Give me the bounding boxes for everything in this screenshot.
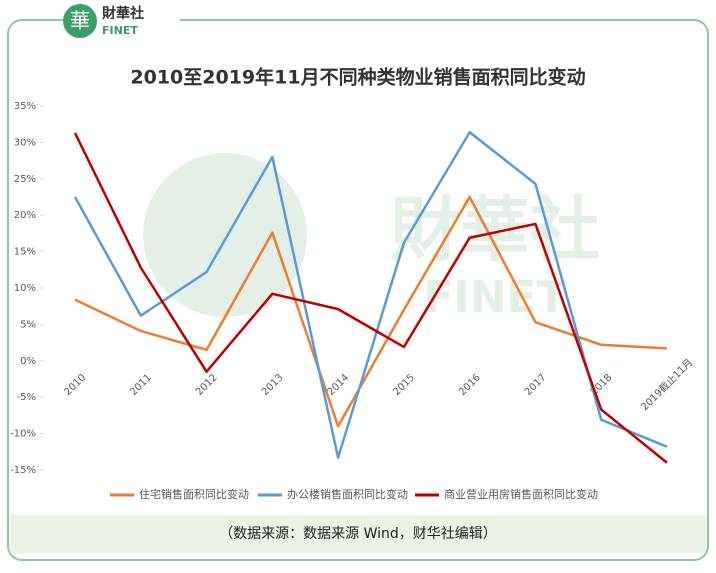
chart-title: 2010至2019年11月不同种类物业销售面积同比变动	[130, 66, 585, 89]
chart-area	[10, 55, 706, 513]
series-line	[74, 195, 668, 428]
y-tick-label: -10%	[10, 429, 36, 440]
brand: 財華社	[101, 5, 144, 22]
y-tick-label: 15%	[14, 247, 36, 258]
y-tick-label: 30%	[14, 137, 36, 148]
footer-band	[10, 515, 706, 553]
brand-en: FINET	[102, 24, 138, 37]
logo-mark: 華	[70, 9, 90, 33]
frame	[7, 19, 709, 561]
watermark-cn: 財華社	[390, 189, 600, 271]
y-tick-label: 35%	[14, 101, 36, 112]
source: （数据来源：数据来源 Wind，财华社编辑）	[219, 526, 497, 542]
series-line	[73, 132, 668, 464]
y-tick-label: -5%	[17, 392, 36, 403]
y-tick-label: -15%	[10, 465, 36, 476]
y-tick-label: 10%	[14, 283, 36, 294]
watermark-circle	[143, 153, 307, 317]
y-tick-label: 25%	[14, 174, 36, 185]
y-tick-label: 5%	[20, 319, 36, 330]
legend-label: 住宅销售面积同比变动	[139, 487, 249, 501]
watermark-en: FINET	[423, 272, 566, 323]
y-tick-label: 20%	[14, 210, 36, 221]
series-line	[73, 130, 668, 459]
logo-circle	[63, 4, 97, 38]
legend-label: 办公楼销售面积同比变动	[287, 487, 408, 501]
legend-label: 商业营业用房销售面积同比变动	[444, 487, 598, 501]
y-tick-label: 0%	[20, 356, 36, 367]
